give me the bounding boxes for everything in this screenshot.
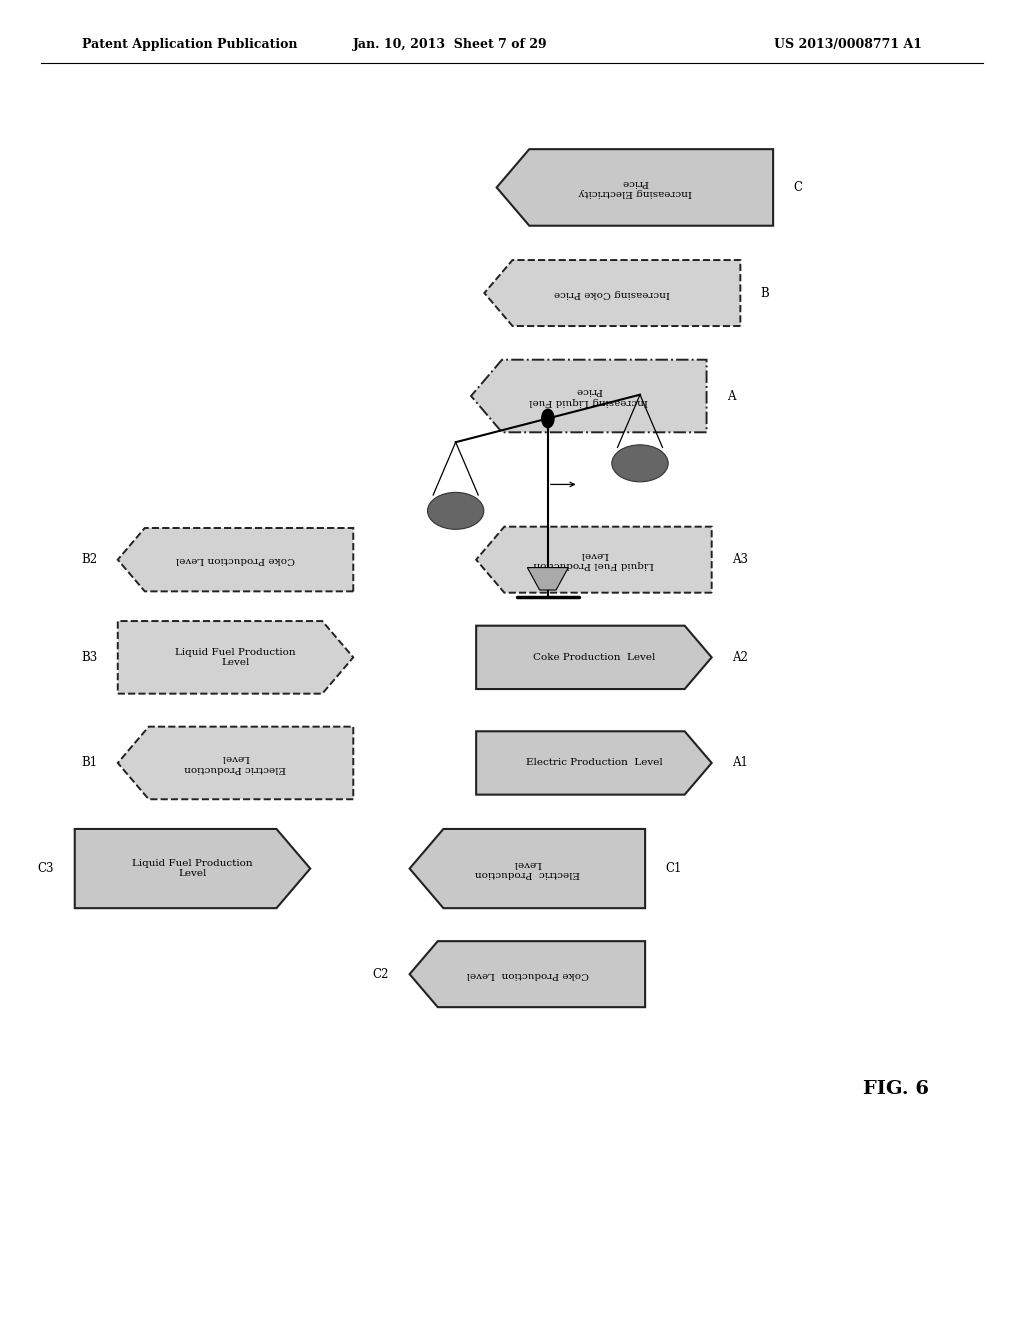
Text: Electric Production  Level: Electric Production Level — [525, 759, 663, 767]
Text: Jan. 10, 2013  Sheet 7 of 29: Jan. 10, 2013 Sheet 7 of 29 — [353, 38, 548, 51]
Ellipse shape — [542, 409, 554, 428]
Text: C1: C1 — [666, 862, 682, 875]
Text: A2: A2 — [732, 651, 749, 664]
Polygon shape — [410, 941, 645, 1007]
Polygon shape — [75, 829, 310, 908]
Text: B1: B1 — [81, 756, 97, 770]
Polygon shape — [527, 568, 568, 590]
Polygon shape — [484, 260, 740, 326]
Text: A1: A1 — [732, 756, 749, 770]
Text: C3: C3 — [38, 862, 54, 875]
Polygon shape — [118, 528, 353, 591]
Text: B: B — [761, 286, 770, 300]
Text: Coke Production  Level: Coke Production Level — [466, 970, 589, 978]
Text: B2: B2 — [81, 553, 97, 566]
Text: Liquid Fuel Production
Level: Liquid Fuel Production Level — [132, 859, 253, 878]
Text: Liquid Fuel Production
Level: Liquid Fuel Production Level — [175, 648, 296, 667]
Text: Coke Production  Level: Coke Production Level — [532, 653, 655, 661]
Ellipse shape — [612, 445, 668, 482]
Polygon shape — [410, 829, 645, 908]
Polygon shape — [118, 622, 353, 694]
Text: A: A — [727, 389, 735, 403]
Text: Patent Application Publication: Patent Application Publication — [82, 38, 297, 51]
Text: Increasing Coke Price: Increasing Coke Price — [554, 289, 671, 297]
Polygon shape — [476, 527, 712, 593]
Text: Electric  Production
Level: Electric Production Level — [475, 859, 580, 878]
Text: Increasing Electricity
Price: Increasing Electricity Price — [579, 178, 691, 197]
Polygon shape — [118, 726, 353, 800]
Polygon shape — [476, 626, 712, 689]
Text: A3: A3 — [732, 553, 749, 566]
Text: Liquid Fuel Production
Level: Liquid Fuel Production Level — [534, 550, 654, 569]
Ellipse shape — [428, 492, 484, 529]
Text: B3: B3 — [81, 651, 97, 664]
Text: Increasing Liquid Fuel
Price: Increasing Liquid Fuel Price — [529, 387, 648, 405]
Text: US 2013/0008771 A1: US 2013/0008771 A1 — [773, 38, 922, 51]
Polygon shape — [476, 731, 712, 795]
Polygon shape — [497, 149, 773, 226]
Text: C: C — [794, 181, 803, 194]
Text: Coke Production Level: Coke Production Level — [176, 556, 295, 564]
Text: Electric Production
Level: Electric Production Level — [184, 754, 287, 772]
Text: C2: C2 — [373, 968, 389, 981]
Text: FIG. 6: FIG. 6 — [863, 1080, 929, 1098]
Polygon shape — [471, 360, 707, 433]
